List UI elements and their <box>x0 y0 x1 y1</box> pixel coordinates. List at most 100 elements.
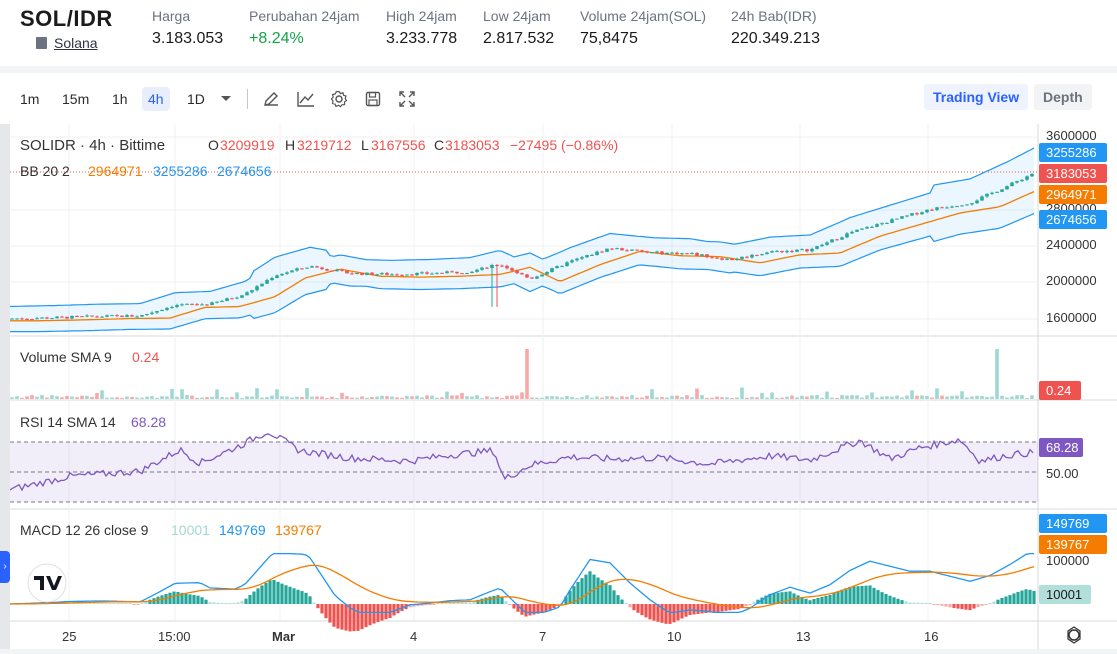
stat-label: Harga <box>152 8 191 24</box>
volume-bar <box>245 396 249 399</box>
macd-hist-bar <box>608 585 612 604</box>
tradingview-logo[interactable] <box>27 563 67 603</box>
chevron-down-icon[interactable] <box>215 88 237 110</box>
rsi-line <box>9 433 1034 492</box>
candle-body <box>790 250 794 252</box>
macd-hist-bar <box>308 596 312 604</box>
volume-bar <box>795 397 799 399</box>
timeframe-15m[interactable]: 15m <box>62 91 90 107</box>
coin-link[interactable]: Solana <box>36 35 98 51</box>
time-tick: 10 <box>667 629 681 644</box>
candle-body <box>725 258 729 260</box>
volume-bar <box>845 395 849 399</box>
macd-hist-bar <box>788 591 792 604</box>
candle-body <box>520 273 524 275</box>
fullscreen-icon[interactable] <box>396 88 418 110</box>
candle-body <box>1010 182 1014 187</box>
candle-body <box>665 252 669 255</box>
volume-bar <box>485 396 489 399</box>
time-tick: 7 <box>539 629 546 644</box>
volume-bar <box>370 397 374 399</box>
timeframe-1d[interactable]: 1D <box>187 91 205 107</box>
rsi-legend: RSI 14 SMA 14 <box>20 414 116 430</box>
volume-bar <box>235 392 239 399</box>
volume-bar <box>250 396 254 399</box>
chart-toolbar: 1m 15m 1h 4h 1D Trading View Depth <box>0 73 1117 123</box>
macd-hist-bar <box>112 603 116 604</box>
macd-hist-bar <box>768 593 772 604</box>
candle-body <box>875 224 879 227</box>
volume-bar <box>905 395 909 399</box>
macd-hist-bar <box>436 603 440 604</box>
badge-macd: 149769 <box>1039 514 1107 533</box>
volume-bar <box>285 396 289 399</box>
candle-body <box>150 312 154 314</box>
axis-settings-icon[interactable] <box>1067 626 1081 644</box>
candle-body <box>370 272 374 275</box>
volume-bar <box>695 388 699 399</box>
volume-bar <box>975 395 979 399</box>
macd-hist-bar <box>144 601 148 604</box>
candle-body <box>930 209 934 211</box>
macd-hist-bar <box>752 601 756 604</box>
timeframe-1h[interactable]: 1h <box>112 91 128 107</box>
candle-body <box>700 254 704 256</box>
pencil-icon[interactable] <box>260 88 282 110</box>
volume-bar <box>290 397 294 399</box>
line-chart-icon[interactable] <box>295 88 317 110</box>
candle-body <box>545 271 549 275</box>
candle-body <box>925 209 929 213</box>
gear-icon[interactable] <box>328 88 350 110</box>
chart-area[interactable]: SOLIDR · 4h · Bittime O 3209919 H 321971… <box>8 124 1117 649</box>
candle-body <box>95 316 99 318</box>
save-icon[interactable] <box>362 88 384 110</box>
macd-hist-bar <box>960 604 964 610</box>
candle-body <box>240 295 244 298</box>
volume-bar <box>630 395 634 399</box>
expand-sidebar-icon[interactable]: › <box>0 551 10 583</box>
macd-hist-bar <box>300 591 304 604</box>
volume-bar <box>450 395 454 399</box>
macd-hist-bar <box>716 604 720 612</box>
volume-bar <box>1000 395 1004 399</box>
depth-button[interactable]: Depth <box>1034 84 1092 110</box>
candle-body <box>835 239 839 241</box>
time-tick: 15:00 <box>158 629 191 644</box>
volume-bar <box>480 397 484 399</box>
volume-bar <box>560 397 564 399</box>
candle-body <box>980 196 984 201</box>
ohlc-c-value: 3183053 <box>445 137 500 153</box>
price-chart[interactable]: SOLIDR · 4h · Bittime O 3209919 H 321971… <box>8 124 1117 649</box>
macd-hist-bar <box>136 604 140 605</box>
volume-bar <box>565 396 569 399</box>
volume-bar <box>435 397 439 399</box>
volume-bar <box>135 397 139 399</box>
timeframe-1m[interactable]: 1m <box>20 91 40 107</box>
macd-hist-bar <box>104 603 108 604</box>
timeframe-4h[interactable]: 4h <box>142 87 170 111</box>
volume-bar <box>345 396 349 399</box>
volume-bar <box>550 396 554 399</box>
candle-body <box>335 269 339 272</box>
macd-hist-bar <box>656 604 660 622</box>
macd-hist-bar <box>288 586 292 604</box>
candlestick-series <box>10 172 1034 321</box>
volume-bar <box>600 397 604 399</box>
volume-bar <box>50 395 54 399</box>
volume-bar <box>20 397 24 399</box>
macd-hist-bar <box>784 591 788 604</box>
macd-hist-bar <box>812 599 816 604</box>
candle-body <box>380 273 384 275</box>
macd-hist-bar <box>212 602 216 604</box>
ohlc-l-value: 3167556 <box>371 137 426 153</box>
volume-bar <box>870 392 874 399</box>
candle-body <box>590 254 594 256</box>
candle-body <box>575 258 579 261</box>
macd-hist-bar <box>332 604 336 627</box>
volume-bar <box>280 396 284 399</box>
svg-text:0.24: 0.24 <box>1046 383 1071 398</box>
trading-view-button[interactable]: Trading View <box>924 84 1029 110</box>
volume-bar <box>505 395 509 399</box>
svg-text:68.28: 68.28 <box>1046 440 1079 455</box>
candle-body <box>825 242 829 245</box>
